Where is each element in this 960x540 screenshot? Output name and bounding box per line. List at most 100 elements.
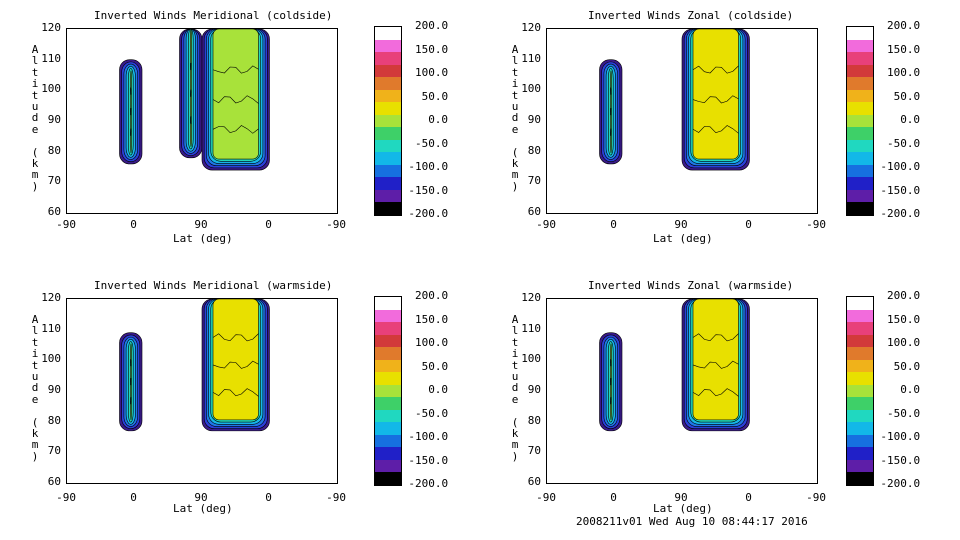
y-axis-label-char: k	[31, 427, 39, 441]
colorbar-band	[375, 114, 401, 129]
y-axis-label-char	[30, 135, 40, 146]
y-axis-label-char: l	[511, 54, 519, 68]
colorbar-band	[375, 409, 401, 424]
y-axis-label-char: k	[31, 157, 39, 171]
y-axis-label-char: m	[511, 168, 519, 182]
colorbar	[846, 296, 874, 486]
contour-line	[190, 89, 192, 97]
y-axis-label-char: k	[511, 157, 519, 171]
x-axis-label: Lat (deg)	[653, 232, 713, 245]
colorbar-band	[375, 434, 401, 449]
y-axis-label-char: u	[31, 100, 39, 114]
colorbar-tick-label: -50.0	[887, 406, 921, 420]
contour-line	[212, 333, 259, 342]
y-tick-label: 60	[47, 475, 62, 488]
y-tick-label: 90	[47, 113, 62, 126]
y-axis-label-char: A	[31, 43, 39, 56]
contour-core	[212, 299, 259, 421]
y-axis-label-char: )	[511, 179, 519, 193]
colorbar-band	[375, 384, 401, 399]
colorbar-band	[847, 52, 873, 66]
colorbar-tick-label: 100.0	[887, 336, 921, 349]
colorbar-tick-label: -200.0	[408, 207, 449, 220]
colorbar-band	[847, 422, 873, 436]
colorbar-band	[847, 459, 873, 474]
y-axis-label-char: d	[511, 111, 519, 125]
contour-line	[692, 360, 739, 369]
contour-line	[212, 360, 259, 369]
colorbar-tick-label: 150.0	[415, 42, 449, 56]
x-tick-label: -90	[56, 218, 76, 231]
y-axis-label-char: A	[511, 43, 519, 56]
y-tick-label: 80	[47, 143, 62, 157]
contour-region	[119, 332, 143, 432]
colorbar-band	[847, 202, 873, 216]
colorbar-tick-label: -200.0	[880, 477, 921, 490]
colorbar-band	[847, 27, 873, 41]
colorbar-band	[375, 359, 401, 374]
x-tick-label: -90	[536, 491, 556, 504]
x-tick-label: 0	[265, 218, 272, 231]
y-axis-label-char: t	[511, 65, 519, 79]
x-tick-label: -90	[326, 218, 346, 231]
colorbar-band	[847, 164, 873, 179]
y-tick-label: 70	[47, 174, 62, 188]
footer-timestamp: 2008211v01 Wed Aug 10 08:44:17 2016	[576, 515, 808, 528]
contour-line	[212, 125, 259, 134]
contour-line	[130, 377, 132, 386]
contour-line	[692, 125, 739, 134]
colorbar-band	[847, 384, 873, 399]
y-tick-label: 100	[521, 352, 542, 366]
y-axis-label-char: t	[31, 88, 39, 102]
contour-region	[201, 299, 270, 432]
contour-region	[599, 332, 623, 432]
contour-region	[599, 59, 623, 165]
y-tick-label: 120	[521, 21, 542, 34]
y-tick-label: 100	[41, 352, 62, 366]
contour-line	[130, 87, 132, 95]
colorbar-band	[375, 102, 401, 116]
colorbar-band	[847, 102, 873, 116]
y-tick-label: 100	[521, 82, 542, 96]
y-tick-label: 80	[47, 413, 62, 427]
contour-line	[610, 87, 612, 95]
y-tick-label: 110	[521, 321, 542, 335]
y-tick-label: 110	[41, 51, 62, 65]
contour-line	[190, 62, 192, 71]
colorbar-band	[847, 114, 873, 129]
y-axis-label-char: d	[31, 111, 39, 125]
colorbar-tick-label: -200.0	[880, 207, 921, 220]
y-tick-label: 120	[41, 291, 62, 304]
x-axis-label: Lat (deg)	[173, 232, 233, 245]
plot-area	[66, 28, 338, 214]
colorbar-band	[375, 177, 401, 191]
y-axis-label-char: t	[511, 358, 519, 372]
contour-plot	[599, 29, 750, 171]
y-axis-label-char	[30, 405, 40, 416]
contour-line	[610, 107, 612, 116]
colorbar-band	[375, 77, 401, 91]
contour-line	[610, 128, 612, 136]
colorbar-band	[847, 309, 873, 323]
colorbar-band	[847, 397, 873, 411]
colorbar-tick-label: -100.0	[408, 160, 449, 173]
colorbar-band	[375, 422, 401, 436]
x-tick-label: -90	[806, 491, 826, 504]
colorbar-band	[847, 89, 873, 104]
colorbar	[374, 296, 402, 486]
x-tick-label: 90	[194, 491, 208, 504]
colorbar-tick-label: 200.0	[415, 19, 449, 32]
y-axis-label-char: m	[31, 438, 39, 452]
colorbar-tick-label: 200.0	[887, 19, 921, 32]
y-axis-label-char: u	[31, 370, 39, 384]
colorbar-band	[847, 127, 873, 141]
colorbar-band	[375, 52, 401, 66]
contour-line	[610, 396, 612, 405]
colorbar-tick-label: 50.0	[421, 359, 449, 373]
y-axis-label-char: i	[511, 347, 519, 361]
colorbar-band	[847, 39, 873, 53]
contour-core	[212, 29, 259, 160]
contour-line	[130, 107, 132, 116]
y-axis-label-char: (	[511, 145, 519, 159]
